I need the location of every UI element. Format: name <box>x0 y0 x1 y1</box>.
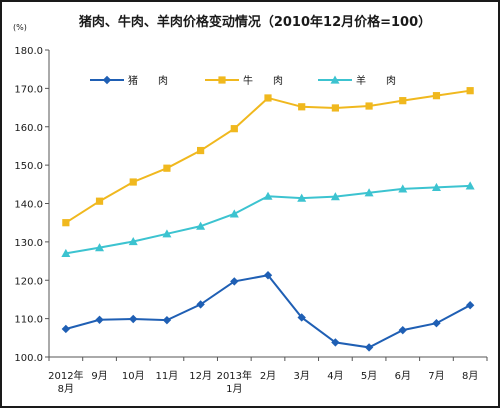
data-point <box>230 277 239 286</box>
axes: 100.0 110.0 120.0 130.0 140.0 150.0 160.0 170.0… <box>14 46 488 395</box>
x-tick-label: 8月 <box>462 370 478 382</box>
data-point <box>197 146 205 155</box>
data-point <box>230 125 238 133</box>
data-point <box>128 236 138 246</box>
x-tick-label: 9月 <box>91 370 107 382</box>
legend-marker <box>102 75 112 85</box>
data-point <box>95 197 104 205</box>
x-tick-label: 12月 <box>189 370 212 382</box>
data-point <box>95 315 104 324</box>
data-point <box>298 103 306 111</box>
x-tick-label: 11月 <box>156 370 179 382</box>
x-tick-label-line: 3月 <box>294 370 310 382</box>
x-tick-label-line: 12月 <box>189 370 212 382</box>
y-tick-label: 120.0 <box>14 276 43 287</box>
series-2 <box>62 87 474 227</box>
data-point <box>196 300 205 309</box>
data-point <box>399 97 407 105</box>
series-line <box>65 274 471 349</box>
data-point <box>398 325 407 335</box>
x-tick-label-line: 2013年 <box>217 369 252 382</box>
data-point <box>331 338 340 347</box>
data-point <box>431 182 441 191</box>
data-point <box>364 188 374 197</box>
legend-label: 牛 肉 <box>243 74 283 87</box>
x-tick-label-line: 11月 <box>156 370 179 382</box>
x-tick-label-line: 1月 <box>226 383 242 395</box>
series-3 <box>61 181 475 257</box>
data-point <box>263 271 273 280</box>
y-tick-label: 170.0 <box>14 84 43 95</box>
x-tick-label-line: 4月 <box>327 370 343 382</box>
legend-marker <box>218 76 226 84</box>
data-point <box>95 243 105 252</box>
data-point <box>330 192 340 201</box>
data-point <box>331 104 339 112</box>
data-point <box>129 178 137 186</box>
series-line <box>65 89 471 224</box>
x-tick-label-line: 7月 <box>428 370 444 382</box>
legend: 猪 肉牛 肉羊 肉 <box>90 74 396 87</box>
x-tick-label: 2013年 1月 <box>217 369 252 395</box>
data-point <box>61 248 71 257</box>
data-point <box>129 314 138 324</box>
data-point <box>229 209 239 218</box>
x-tick-label-line: 10月 <box>122 370 145 382</box>
data-point <box>466 87 474 95</box>
y-tick-label: 110.0 <box>14 315 43 326</box>
data-point <box>196 221 206 230</box>
x-tick-label-line: 5月 <box>361 370 377 382</box>
data-point <box>297 193 307 202</box>
data-point <box>297 313 306 322</box>
x-tick-label: 3月 <box>294 370 310 382</box>
x-tick-label-line: 2月 <box>260 370 276 382</box>
y-tick-label: 160.0 <box>14 123 43 134</box>
x-tick-label-line: 9月 <box>91 370 107 382</box>
x-tick-label: 4月 <box>327 370 343 382</box>
data-point <box>365 102 373 110</box>
data-point <box>62 219 70 227</box>
data-point <box>364 343 374 352</box>
y-tick-label: 100.0 <box>14 353 43 364</box>
y-tick-label: 140.0 <box>14 200 43 211</box>
data-point <box>398 184 408 193</box>
data-point <box>163 164 171 172</box>
data-point <box>162 315 172 325</box>
legend-marker <box>330 75 340 84</box>
data-point <box>61 324 71 334</box>
chart-title: 猪肉、牛肉、羊肉价格变动情况（2010年12月价格=100） <box>78 14 431 30</box>
x-tick-label-line: 6月 <box>395 370 411 382</box>
data-point <box>432 92 441 100</box>
y-axis-unit: (%) <box>13 23 27 32</box>
data-point <box>465 181 475 190</box>
y-tick-label: 150.0 <box>14 161 43 172</box>
x-tick-label: 10月 <box>122 370 145 382</box>
x-tick-label: 7月 <box>428 370 444 382</box>
data-point <box>162 229 172 238</box>
series-1 <box>61 271 475 352</box>
legend-label: 羊 肉 <box>356 74 396 87</box>
y-tick-label: 180.0 <box>14 46 43 57</box>
data-point <box>465 300 475 310</box>
data-point <box>263 191 273 200</box>
x-tick-label-line: 8月 <box>462 370 478 382</box>
data-point <box>432 319 441 328</box>
y-tick-label: 130.0 <box>14 238 43 249</box>
x-tick-label: 6月 <box>395 370 411 382</box>
series-layer <box>61 87 475 352</box>
x-tick-label: 5月 <box>361 370 377 382</box>
x-tick-label-line: 2012年 <box>48 369 83 382</box>
x-tick-label-line: 8月 <box>58 383 74 395</box>
data-point <box>264 94 272 102</box>
x-tick-label: 2月 <box>260 370 276 382</box>
legend-label: 猪 肉 <box>128 74 168 87</box>
x-tick-label: 2012年 8月 <box>48 369 83 395</box>
